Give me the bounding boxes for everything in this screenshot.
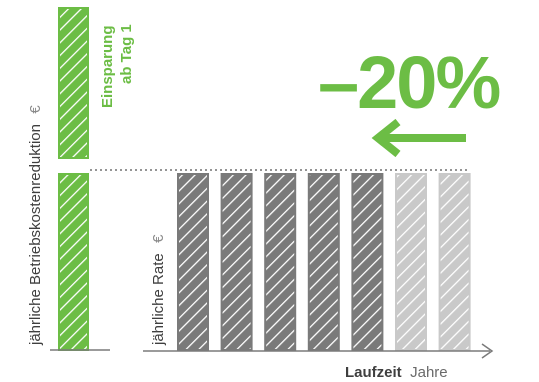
rate-bars-group (177, 173, 471, 351)
rate-bar-7 (438, 173, 471, 351)
rate-bar-3 (264, 173, 297, 351)
rate-bar-5 (351, 173, 384, 351)
left-arrow-icon (371, 118, 466, 158)
right-y-axis-label: jährliche Rate € (150, 234, 167, 346)
left-y-axis-label-text: jährliche Betriebskostenreduktion (27, 124, 44, 346)
x-axis-label: Laufzeit Jahre (345, 364, 448, 381)
left-y-axis-label: jährliche Betriebskostenreduktion € (27, 105, 44, 346)
reduction-percentage: –20% (318, 41, 499, 124)
rate-bar-6 (395, 173, 427, 351)
savings-annotation-line-2: ab Tag 1 (118, 24, 135, 84)
x-axis-label-unit: Jahre (410, 364, 448, 381)
rate-bar-1 (177, 173, 209, 351)
savings-bar-2 (58, 173, 89, 351)
right-y-axis-label-text: jährliche Rate (150, 253, 167, 346)
savings-bar-1 (58, 7, 89, 159)
left-y-axis-label-unit: € (27, 105, 44, 114)
rate-bar-4 (307, 173, 340, 351)
x-axis-arrowhead (481, 343, 494, 359)
savings-annotation-line-1: Einsparung (99, 25, 116, 108)
x-axis-label-text: Laufzeit (345, 364, 402, 381)
right-y-axis-label-unit: € (150, 234, 167, 243)
savings-bars-group (58, 7, 89, 351)
rate-bar-2 (220, 173, 253, 351)
